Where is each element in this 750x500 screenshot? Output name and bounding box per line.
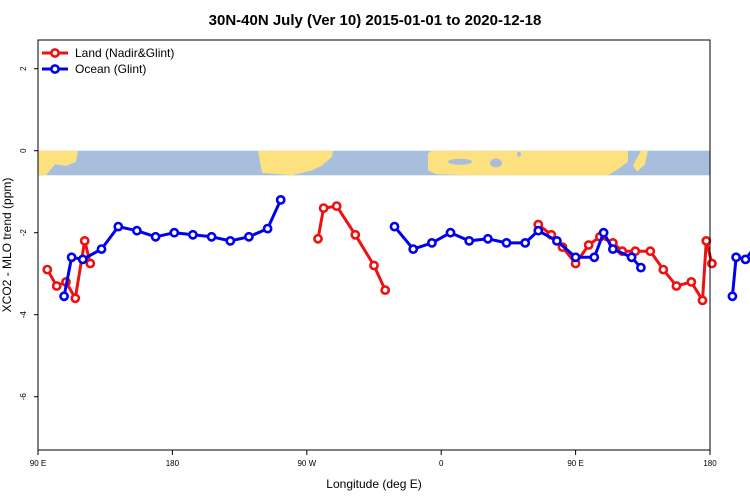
data-point-ocean-1-14: [626, 252, 637, 263]
data-point-land-1-1: [318, 203, 329, 213]
data-point-ocean-0-11: [243, 231, 254, 242]
data-point-ocean-0-8: [187, 229, 198, 240]
chart-title: 30N-40N July (Ver 10) 2015-01-01 to 2020…: [209, 12, 542, 29]
y-tick-label-2: -2: [19, 229, 28, 237]
data-point-land-2-10: [658, 264, 669, 275]
y-tick-label-4: -6: [19, 393, 28, 401]
data-point-ocean-0-9: [206, 231, 217, 242]
data-point-ocean-2-2: [740, 254, 750, 265]
x-axis: 90 E 180 90 W 0 90 E 180: [30, 450, 717, 468]
data-point-land-0-4: [79, 235, 90, 246]
data-point-ocean-1-1: [408, 244, 419, 254]
y-axis-label: XCO2 - MLO trend (ppm): [0, 178, 14, 313]
data-point-ocean-0-10: [225, 235, 236, 246]
data-point-land-0-0: [42, 264, 53, 275]
legend: Land (Nadir&Glint) Ocean (Glint): [42, 46, 174, 76]
legend-marker-land: [50, 48, 60, 58]
x-tick-label-2: 90 W: [297, 459, 316, 468]
x-tick-label-0: 90 E: [30, 459, 46, 468]
data-point-ocean-1-15: [636, 262, 646, 273]
data-point-ocean-2-0: [727, 291, 738, 302]
data-point-ocean-0-12: [262, 223, 273, 234]
legend-marker-ocean: [50, 64, 60, 74]
data-point-ocean-1-11: [589, 252, 600, 263]
land-japan: [633, 150, 648, 172]
legend-label-land: Land (Nadir&Glint): [75, 46, 174, 60]
data-point-ocean-1-10: [570, 252, 581, 263]
data-point-ocean-0-13: [275, 194, 286, 205]
x-tick-label-1: 180: [166, 459, 180, 468]
data-point-ocean-1-13: [608, 244, 618, 254]
data-point-land-1-4: [369, 260, 379, 271]
y-tick-label-3: -4: [19, 311, 28, 319]
data-point-ocean-1-7: [520, 237, 531, 248]
data-point-ocean-0-6: [150, 231, 161, 242]
data-point-ocean-0-5: [131, 225, 142, 236]
land-eurasia-africa: [428, 150, 628, 176]
data-point-land-1-5: [380, 285, 391, 295]
y-tick-label-0: 2: [19, 66, 28, 71]
data-point-land-2-15: [707, 258, 717, 269]
data-point-land-0-5: [85, 258, 96, 269]
data-point-ocean-1-0: [389, 221, 400, 232]
data-point-land-2-11: [671, 281, 682, 291]
data-point-ocean-0-0: [59, 291, 69, 302]
data-point-ocean-1-8: [533, 225, 544, 236]
data-point-ocean-1-5: [482, 233, 493, 244]
data-point-ocean-1-2: [426, 237, 437, 248]
land-north-america: [258, 150, 333, 176]
data-point-land-1-0: [313, 233, 323, 244]
data-point-ocean-0-7: [169, 227, 180, 238]
land-ocean-map-band: [38, 150, 710, 176]
data-point-ocean-1-4: [464, 235, 475, 246]
plot-frame: [37, 39, 711, 451]
data-point-land-2-4: [583, 240, 594, 250]
data-point-ocean-0-4: [113, 221, 124, 232]
y-tick-label-1: 0: [19, 148, 28, 153]
x-axis-label: Longitude (deg E): [326, 477, 421, 491]
series-line-ocean-0: [62, 199, 283, 297]
y-axis: 2 0 -2 -4 -6: [19, 66, 38, 400]
x-tick-label-3: 0: [439, 459, 444, 468]
series-line-ocean-1: [393, 225, 643, 269]
data-point-ocean-2-1: [731, 252, 741, 263]
data-point-ocean-1-12: [598, 227, 609, 238]
data-point-land-0-1: [51, 281, 62, 291]
aral-sea: [517, 151, 521, 157]
series-line-land-2: [537, 223, 714, 302]
data-point-ocean-1-3: [445, 227, 456, 238]
data-point-land-2-9: [645, 246, 656, 257]
land-asia-west: [38, 150, 78, 176]
data-point-ocean-1-6: [501, 237, 512, 248]
x-tick-label-4: 90 E: [567, 459, 583, 468]
data-point-land-2-13: [697, 295, 708, 306]
data-point-ocean-0-3: [96, 244, 107, 254]
caspian-sea: [490, 158, 502, 168]
data-point-land-1-2: [331, 201, 342, 211]
data-point-land-2-14: [701, 235, 712, 246]
data-point-land-0-3: [70, 293, 81, 304]
data-point-ocean-0-1: [66, 252, 77, 263]
data-point-land-1-3: [350, 229, 361, 240]
mediterranean-sea: [448, 158, 472, 165]
x-tick-label-5: 180: [703, 459, 717, 468]
data-point-ocean-0-2: [77, 254, 88, 265]
legend-label-ocean: Ocean (Glint): [75, 62, 146, 76]
series-line-land-1: [316, 204, 387, 291]
data-point-land-2-12: [686, 276, 697, 287]
series-ocean: [59, 194, 750, 302]
data-point-ocean-1-9: [552, 235, 562, 246]
